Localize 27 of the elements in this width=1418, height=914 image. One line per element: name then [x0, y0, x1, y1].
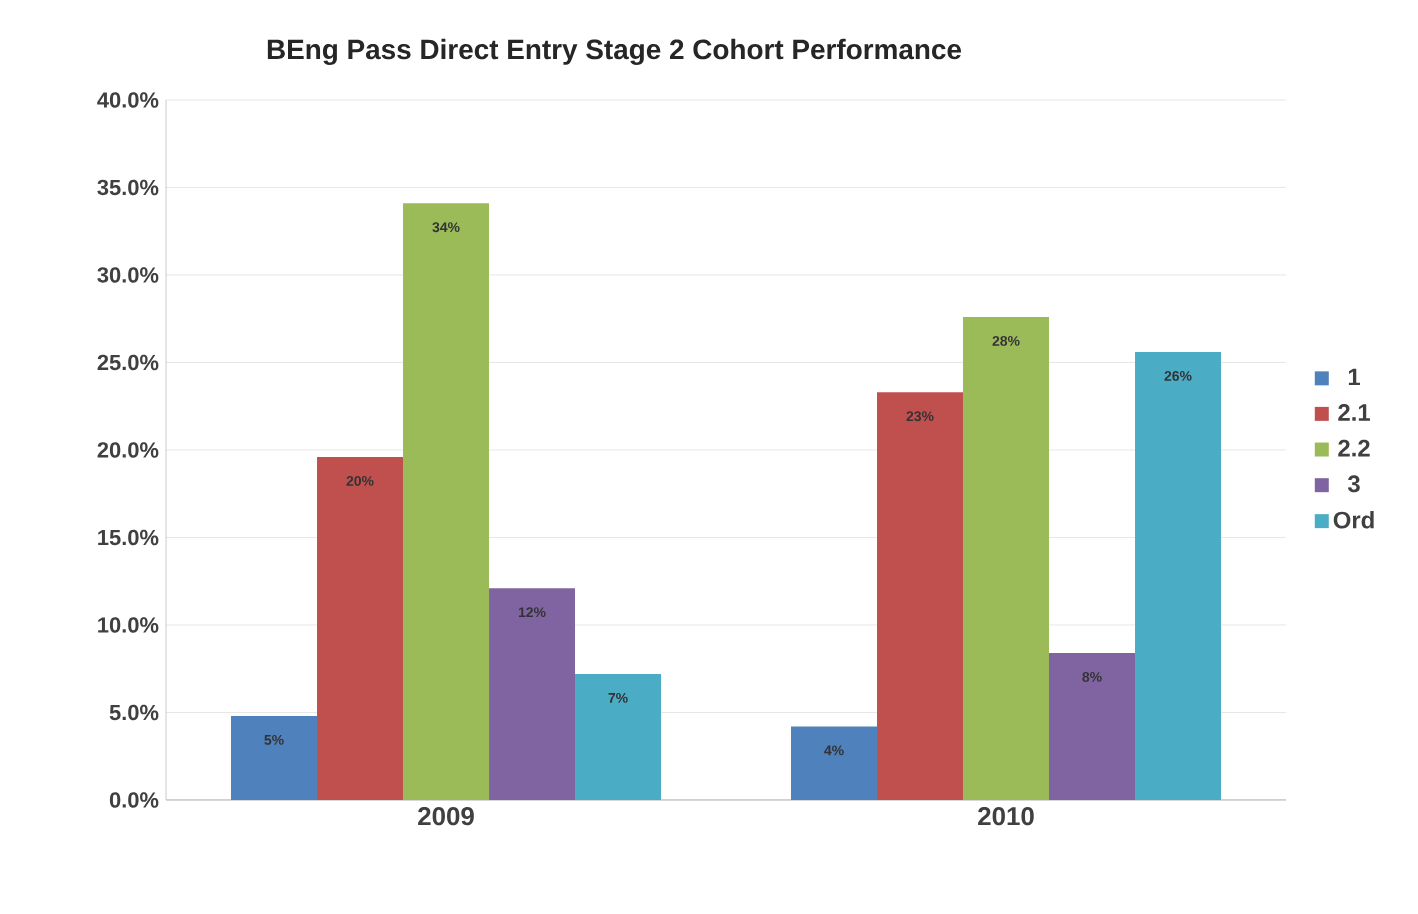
- legend-label: 2.2: [1338, 439, 1370, 457]
- bar: [317, 456, 404, 800]
- y-tick-label: 20.0%: [97, 442, 159, 458]
- bar: [575, 673, 662, 800]
- x-tick-label: 2010: [978, 807, 1034, 826]
- y-tick-label: 30.0%: [97, 267, 159, 283]
- bar: [791, 726, 878, 800]
- bar: [403, 203, 490, 800]
- y-tick-label: 35.0%: [97, 179, 159, 196]
- bar: [1135, 351, 1222, 800]
- legend-label: 2.1: [1338, 404, 1370, 421]
- y-tick-label: 25.0%: [97, 354, 159, 371]
- bar: [963, 316, 1050, 800]
- bar: [231, 715, 318, 800]
- y-tick-label: 5.0%: [109, 704, 159, 721]
- bar: [877, 392, 964, 800]
- bar: [489, 588, 576, 800]
- legend-label: Ord: [1333, 511, 1374, 529]
- legend-label: 1: [1348, 368, 1361, 386]
- legend-label: 3: [1347, 475, 1360, 493]
- y-tick-label: 10.0%: [98, 617, 159, 633]
- y-tick-label: 15.0%: [98, 529, 159, 546]
- y-tick-label: 40.0%: [97, 92, 159, 108]
- chart-title: BEng Pass Direct Entry Stage 2 Cohort Performance: [267, 38, 961, 65]
- x-tick-label: 2009: [418, 807, 474, 826]
- y-tick-label: 0.0%: [109, 792, 159, 808]
- bar: [1049, 652, 1136, 800]
